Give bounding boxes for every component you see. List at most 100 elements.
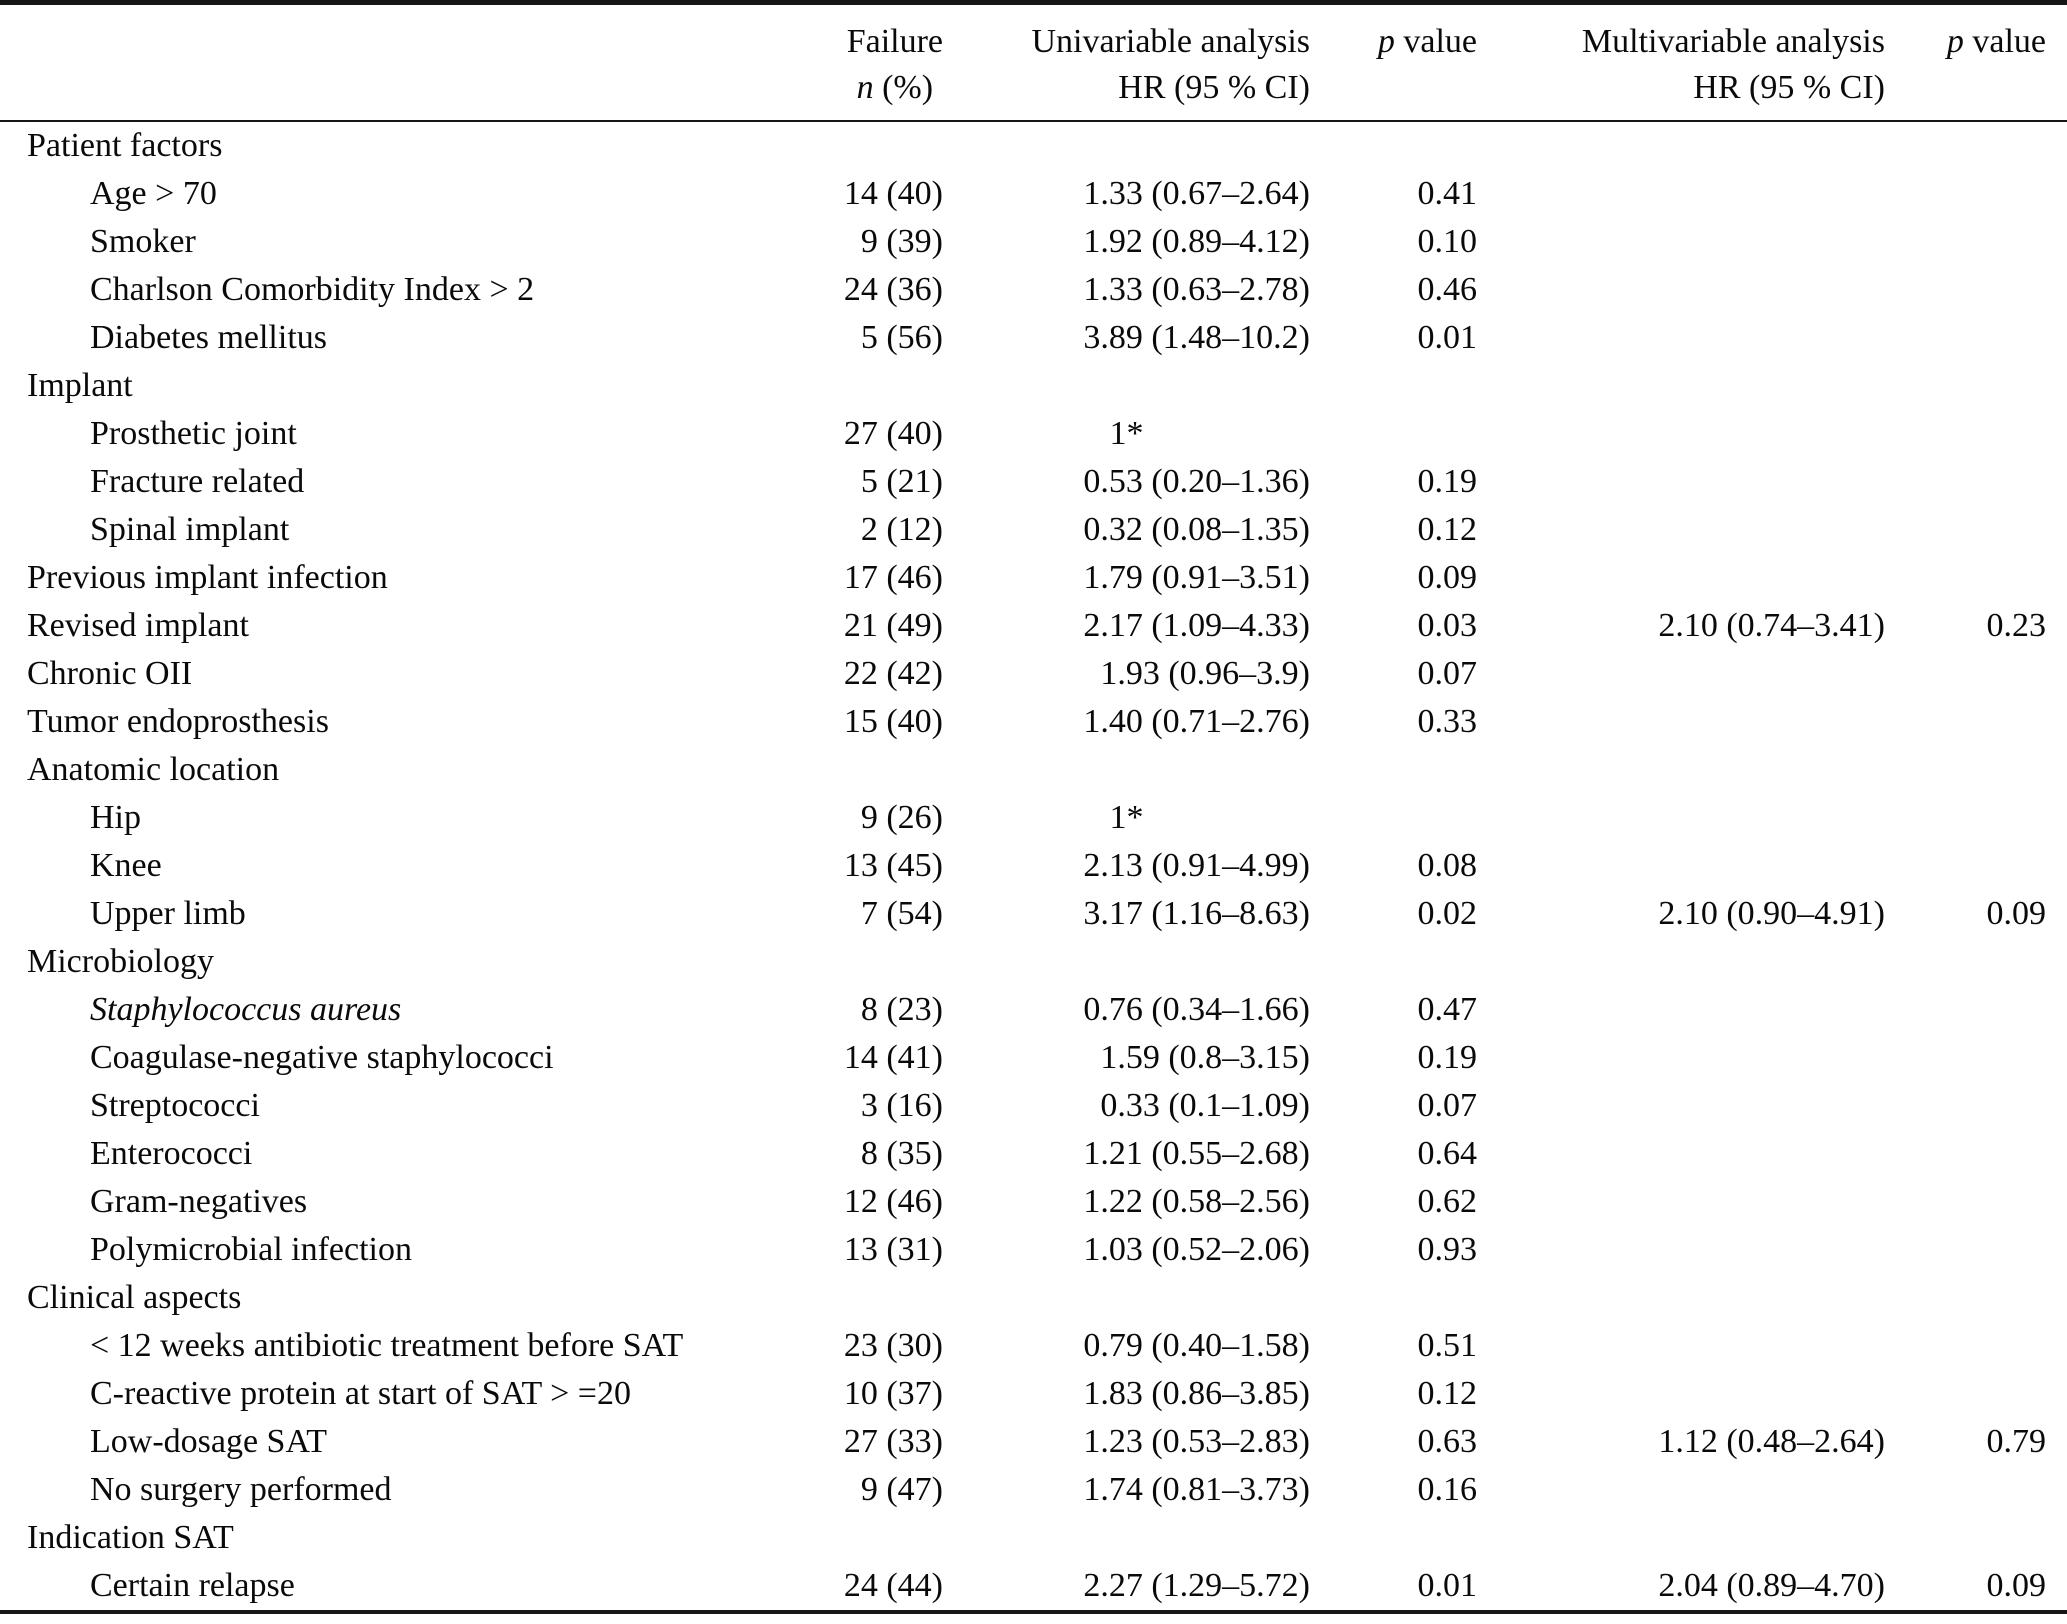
table-row: Polymicrobial infection 13 (31) 1.03 (0.52…	[0, 1226, 2067, 1274]
section-row: Clinical aspects	[0, 1274, 2067, 1322]
failure-n-cell	[790, 746, 943, 794]
failure-n-cell: 12 (46)	[843, 1183, 943, 1220]
section-row: Implant	[0, 362, 2067, 410]
row-label: No surgery performed	[90, 1471, 392, 1508]
multivariable-header-line1: Multivariable analysis	[1581, 23, 1885, 60]
univariable-p-cell	[1310, 746, 1477, 794]
univariable-hr-cell: 2.17 (1.09–4.33)	[1083, 607, 1310, 644]
multivariable-p-cell	[1885, 1466, 2067, 1514]
univariable-hr-cell: 0.76 (0.34–1.66)	[1083, 991, 1310, 1028]
failure-n-cell: 9 (39)	[860, 223, 943, 260]
univariable-hr-cell: 1.22 (0.58–2.56)	[1083, 1183, 1310, 1220]
univariable-hr-cell: 0.79 (0.40–1.58)	[1083, 1327, 1310, 1364]
univariable-p-cell: 0.63	[1417, 1423, 1478, 1460]
multivariable-hr-cell	[1477, 1226, 1885, 1274]
multivariable-hr-cell	[1477, 362, 1885, 410]
failure-n-cell	[790, 938, 943, 986]
univariable-hr-cell	[943, 746, 1310, 794]
multivariable-hr-cell	[1477, 218, 1885, 266]
section-row: Patient factors	[0, 121, 2067, 170]
univariable-header-line2: HR (95 % CI)	[1118, 69, 1310, 106]
failure-n-cell: 5 (56)	[860, 319, 943, 356]
multivariable-hr-cell	[1477, 1034, 1885, 1082]
multivariable-p-cell	[1885, 794, 2067, 842]
failure-n-cell: 9 (47)	[860, 1471, 943, 1508]
failure-n-cell	[790, 1514, 943, 1562]
species-name-italic: Staphylococcus aureus	[90, 991, 402, 1028]
univariable-p-cell: 0.07	[1417, 1087, 1478, 1124]
multivariable-hr-cell	[1477, 506, 1885, 554]
multivariable-p-cell: 0.09	[1986, 895, 2047, 932]
failure-n-cell: 23 (30)	[843, 1327, 943, 1364]
multivariable-p-cell	[1885, 170, 2067, 218]
univariable-p-cell: 0.10	[1417, 223, 1478, 260]
failure-n-cell: 15 (40)	[843, 703, 943, 740]
row-label: Coagulase-negative staphylococci	[90, 1039, 554, 1076]
univariable-hr-cell	[943, 1274, 1310, 1322]
univariable-hr-cell	[943, 938, 1310, 986]
table-header: Failure n (%) Univariable analysis HR (9…	[0, 2, 2067, 122]
univariable-p-cell	[1310, 1274, 1477, 1322]
failure-n-cell: 9 (26)	[860, 799, 943, 836]
row-label: Staphylococcus aureus	[0, 986, 790, 1034]
failure-n-cell: 24 (44)	[843, 1567, 943, 1604]
row-label: Charlson Comorbidity Index > 2	[90, 271, 535, 308]
multivariable-header-line2: HR (95 % CI)	[1693, 69, 1885, 106]
multivariable-p-cell	[1885, 842, 2067, 890]
row-label: Indication SAT	[27, 1519, 234, 1556]
table-row: Spinal implant 2 (12) 0.32 (0.08–1.35) 0.12	[0, 506, 2067, 554]
multivariable-p-cell	[1885, 1274, 2067, 1322]
univariable-hr-cell: 0.32 (0.08–1.35)	[1083, 511, 1310, 548]
multivariable-hr-cell	[1477, 1274, 1885, 1322]
multivariable-hr-cell	[1477, 746, 1885, 794]
row-label: Spinal implant	[90, 511, 290, 548]
multivariable-p-cell	[1885, 986, 2067, 1034]
univariable-p-cell: 0.07	[1417, 655, 1478, 692]
failure-n-italic: n	[856, 69, 874, 106]
multivariable-p-cell	[1885, 1226, 2067, 1274]
table-row: Hip 9 (26) 1*	[0, 794, 2067, 842]
row-label: Revised implant	[27, 607, 249, 644]
failure-n-cell	[790, 121, 943, 170]
univariable-hr-cell: 1.23 (0.53–2.83)	[1083, 1423, 1310, 1460]
univariable-p-cell: 0.41	[1417, 175, 1478, 212]
multivariable-hr-cell	[1477, 842, 1885, 890]
multivariable-p-cell	[1885, 362, 2067, 410]
multivariable-hr-cell	[1477, 698, 1885, 746]
univariable-p-cell: 0.02	[1417, 895, 1478, 932]
table-row: Smoker 9 (39) 1.92 (0.89–4.12) 0.10	[0, 218, 2067, 266]
failure-header-line2: n (%)	[847, 65, 943, 111]
p-value-text: value	[1394, 23, 1477, 60]
univariable-p-cell	[1310, 362, 1477, 410]
failure-header-line1: Failure	[846, 23, 943, 60]
univariable-hr-cell: 2.13 (0.91–4.99)	[1083, 847, 1310, 884]
multivariable-hr-cell	[1477, 650, 1885, 698]
univariable-hr-cell	[943, 362, 1310, 410]
failure-n-cell: 7 (54)	[860, 895, 943, 932]
table-row: C-reactive protein at start of SAT > =20…	[0, 1370, 2067, 1418]
multivariable-p-cell	[1885, 1178, 2067, 1226]
failure-n-cell: 27 (40)	[843, 415, 943, 452]
row-label: C-reactive protein at start of SAT > =20	[90, 1375, 631, 1412]
univariable-p-cell	[1310, 794, 1477, 842]
multivariable-hr-cell	[1477, 938, 1885, 986]
row-label: Implant	[27, 367, 133, 404]
multivariable-hr-cell	[1477, 1130, 1885, 1178]
table-row: Streptococci 3 (16) 0.33 (0.1–1.09) 0.07	[0, 1082, 2067, 1130]
section-row: Anatomic location	[0, 746, 2067, 794]
multivariable-hr-cell	[1477, 410, 1885, 458]
univariable-p-cell: 0.33	[1417, 703, 1478, 740]
univariable-hr-cell: 1*	[1109, 799, 1144, 836]
multivariable-p-cell	[1885, 938, 2067, 986]
row-label: Low-dosage SAT	[90, 1423, 328, 1460]
row-label: Prosthetic joint	[90, 415, 297, 452]
row-label: Knee	[90, 847, 162, 884]
univariable-hr-cell: 1.33 (0.63–2.78)	[1083, 271, 1310, 308]
multivariable-p-cell	[1885, 746, 2067, 794]
table-row: Prosthetic joint 27 (40) 1*	[0, 410, 2067, 458]
multi-p-value-header: p value	[1885, 19, 2046, 65]
univariable-p-cell: 0.47	[1417, 991, 1478, 1028]
multivariable-p-cell	[1885, 1130, 2067, 1178]
